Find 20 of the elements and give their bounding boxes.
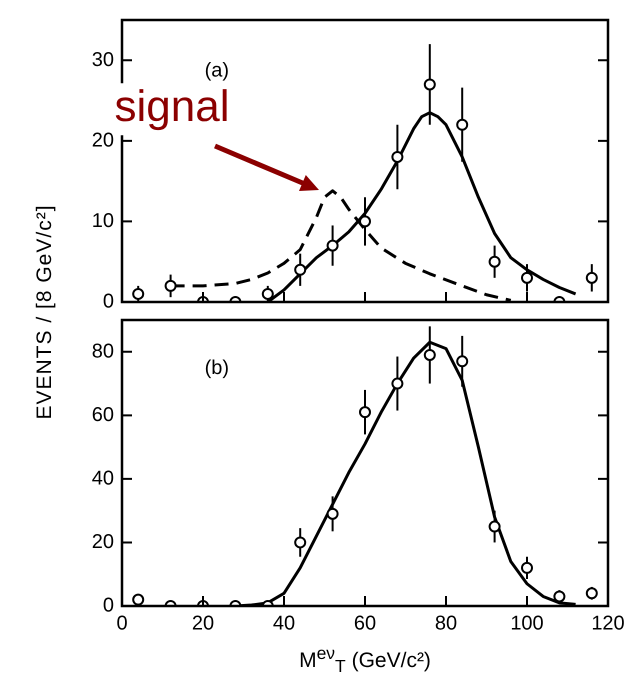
- y-axis-title: EVENTS / [8 GeV/c²]: [33, 204, 57, 420]
- y-tick-label: 10: [92, 210, 114, 232]
- y-tick-label: 30: [92, 48, 114, 71]
- y-tick-label: 0: [102, 290, 114, 313]
- y-tick-label: 40: [92, 467, 114, 490]
- y-tick-label: 20: [92, 129, 114, 152]
- x-tick-label: 60: [354, 612, 376, 635]
- annotation: (a): [204, 59, 230, 82]
- y-tick-label: 80: [92, 340, 114, 362]
- x-tick-label: 120: [591, 612, 625, 635]
- x-tick-label: 80: [434, 612, 458, 635]
- y-tick-label: 0: [102, 594, 114, 617]
- y-tick-label: 60: [92, 404, 114, 426]
- x-tick-label: 100: [510, 612, 544, 635]
- y-tick-label: 20: [92, 530, 114, 553]
- annotation: (b): [204, 357, 230, 380]
- annotation: signal: [114, 82, 230, 132]
- x-tick-label: 20: [192, 612, 214, 635]
- x-tick-label: 40: [272, 612, 296, 635]
- x-axis-title: M$^{eν}$$_{T}$ (GeV/c²): [299, 642, 431, 678]
